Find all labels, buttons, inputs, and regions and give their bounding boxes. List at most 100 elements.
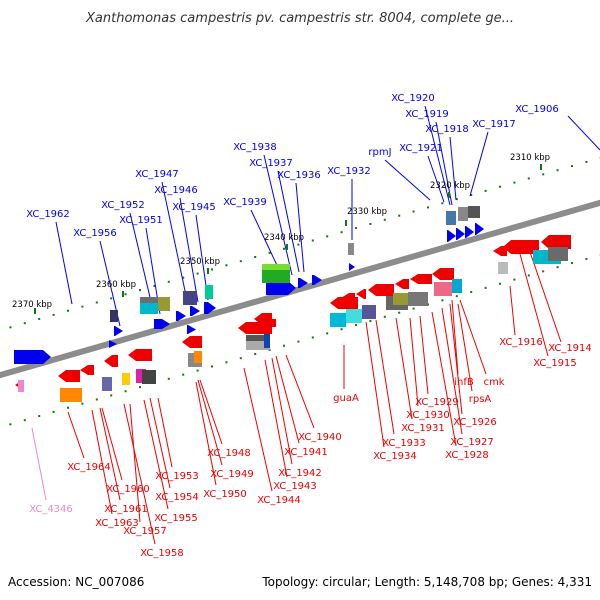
leader-line — [99, 407, 121, 501]
leader-line — [197, 379, 223, 466]
feature-block — [205, 285, 213, 299]
tick-label: 2350 kbp — [180, 257, 220, 267]
guide-dot — [369, 222, 372, 225]
gene-features — [14, 206, 571, 402]
feature-block — [362, 305, 376, 319]
feature-block — [140, 300, 158, 314]
leader-line — [179, 197, 199, 303]
gene-label: XC_1927 — [450, 437, 494, 448]
forward-gene-arrow — [154, 319, 170, 329]
accession-text: Accession: NC_007086 — [8, 575, 144, 589]
guide-dot — [556, 266, 559, 269]
leader-line — [31, 427, 47, 501]
feature-block — [468, 206, 480, 218]
forward-gene-arrow — [114, 326, 123, 336]
guide-dot — [153, 284, 156, 287]
guide-dot — [283, 344, 285, 347]
gene-label: XC_1940 — [298, 432, 342, 443]
leader-line — [275, 355, 300, 444]
guide-dot — [225, 264, 228, 267]
feature-block — [262, 267, 290, 283]
gene-label: XC_1918 — [425, 124, 469, 135]
feature-block — [158, 297, 170, 311]
leader-line — [101, 407, 123, 481]
tick-label: 2360 kbp — [96, 280, 136, 290]
gene-label: XC_1944 — [257, 495, 301, 506]
leader-line — [449, 136, 457, 201]
tick-mark — [122, 291, 124, 297]
guide-dot — [67, 406, 69, 409]
guide-dot — [455, 295, 458, 298]
gene-label: XC_1933 — [382, 438, 426, 449]
guide-dot — [9, 423, 12, 426]
feature-block — [348, 243, 354, 255]
guide-dot — [52, 410, 55, 413]
tick-mark — [207, 268, 209, 274]
gene-label: XC_1945 — [172, 202, 216, 213]
reverse-gene-arrow — [341, 293, 355, 303]
feature-block — [246, 335, 270, 341]
tick-mark — [448, 192, 450, 198]
guide-dot — [412, 210, 415, 213]
gene-label: XC_1952 — [101, 200, 145, 211]
leader-line — [441, 307, 463, 435]
gene-label: rpmJ — [368, 147, 391, 158]
feature-block — [18, 380, 24, 392]
leader-line — [519, 253, 549, 357]
gene-label: XC_1919 — [405, 109, 449, 120]
guide-dot — [499, 185, 501, 188]
gene-label: XC_1936 — [277, 170, 321, 181]
guide-dot — [383, 218, 386, 221]
guide-dot — [484, 189, 487, 192]
guide-dot — [513, 181, 516, 184]
leader-line — [285, 354, 315, 429]
guide-dot — [196, 369, 199, 372]
guide-dot — [542, 270, 545, 273]
guide-dot — [398, 311, 401, 314]
tick-mark — [286, 244, 288, 250]
gene-label: XC_1934 — [373, 451, 417, 462]
gene-label: XC_1962 — [26, 209, 70, 220]
reverse-gene-arrow — [493, 246, 507, 256]
leader-line — [459, 299, 487, 375]
guide-dot — [95, 398, 98, 401]
guide-dot — [383, 315, 386, 318]
feature-block — [183, 291, 197, 305]
leader-line — [161, 181, 189, 306]
guide-dot — [283, 247, 285, 250]
gene-label: XC_1929 — [415, 397, 459, 408]
kbp-ticks: 2310 kbp 2320 kbp 2330 kbp 2340 kbp 2350 kbp… — [12, 153, 550, 314]
guide-dot — [139, 289, 141, 292]
leader-line — [91, 409, 113, 515]
gene-label: XC_1953 — [155, 471, 199, 482]
guide-dot — [52, 313, 55, 316]
reverse-gene-arrow — [80, 365, 94, 375]
gene-label: XC_1914 — [548, 343, 592, 354]
leader-line — [295, 182, 305, 273]
guide-dot — [556, 169, 559, 172]
feature-block — [136, 369, 146, 383]
guide-dot — [326, 332, 329, 335]
gene-label: XC_1943 — [273, 481, 317, 492]
gene-label: XC_1949 — [210, 469, 254, 480]
feature-block — [264, 334, 270, 348]
feature-block — [452, 279, 462, 293]
forward-gene-arrow — [190, 306, 200, 316]
guide-dot — [211, 365, 213, 368]
reverse-gene-arrow — [58, 370, 80, 382]
tick-label: 2320 kbp — [430, 181, 470, 191]
gene-label: cmk — [483, 377, 504, 388]
gene-label: guaA — [333, 393, 359, 404]
forward-gene-arrow — [176, 311, 186, 321]
guide-dot — [470, 194, 473, 197]
gene-label: XC_1916 — [499, 337, 543, 348]
gene-label: XC_1948 — [207, 448, 251, 459]
forward-gene-arrow — [14, 350, 51, 364]
forward-gene-arrow — [109, 340, 117, 348]
gene-label: XC_1950 — [203, 489, 247, 500]
leader-line — [195, 381, 217, 486]
tick-label: 2370 kbp — [12, 300, 52, 310]
gene-label: XC_1941 — [284, 447, 328, 458]
guide-dot — [196, 272, 199, 275]
